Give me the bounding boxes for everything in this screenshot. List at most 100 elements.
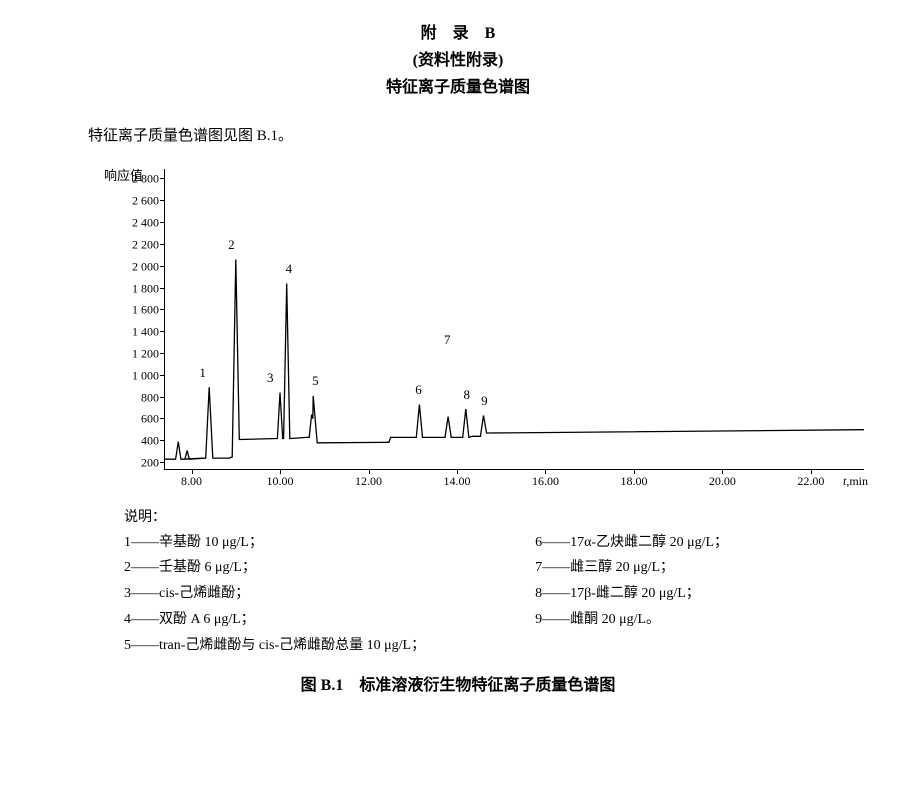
y-tick-label: 2 800: [109, 172, 159, 187]
legend-item-text: 壬基酚 6 μg/L；: [159, 560, 256, 575]
legend-item-sep: ——: [542, 612, 570, 627]
y-tick-mark: [160, 244, 165, 245]
legend-item-sep: ——: [542, 535, 570, 550]
legend-item-sep: ——: [131, 560, 159, 575]
legend-item: 1——辛基酚 10 μg/L；: [124, 530, 425, 556]
legend-item-sep: ——: [131, 638, 159, 653]
y-tick-mark: [160, 266, 165, 267]
figure-intro-text: 特征离子质量色谱图见图 B.1。: [88, 124, 880, 145]
peak-label: 4: [286, 261, 293, 277]
y-tick-label: 1 600: [109, 303, 159, 318]
legend-item-number: 3: [124, 581, 131, 607]
x-tick-label: 12.00: [355, 474, 382, 489]
y-tick-label: 1 800: [109, 281, 159, 296]
y-tick-mark: [160, 397, 165, 398]
peak-label: 8: [463, 387, 470, 403]
y-tick-mark: [160, 178, 165, 179]
legend-item-text: 17β-雌二醇 20 μg/L；: [570, 586, 700, 601]
x-tick-label: 22.00: [797, 474, 824, 489]
legend-left-column: 1——辛基酚 10 μg/L；2——壬基酚 6 μg/L；3——cis-己烯雌酚…: [124, 530, 425, 659]
x-tick-label: 18.00: [620, 474, 647, 489]
peak-label: 9: [481, 393, 488, 409]
y-tick-mark: [160, 288, 165, 289]
y-tick-mark: [160, 462, 165, 463]
y-tick-mark: [160, 200, 165, 201]
legend-item-sep: ——: [131, 586, 159, 601]
legend-item: 7——雌三醇 20 μg/L；: [535, 555, 728, 581]
legend-item-text: tran-己烯雌酚与 cis-己烯雌酚总量 10 μg/L；: [159, 638, 425, 653]
y-tick-label: 1 000: [109, 368, 159, 383]
peak-label: 6: [415, 382, 422, 398]
chromatogram-trace: [165, 169, 864, 469]
x-axis-label: t,min: [843, 474, 868, 489]
y-tick-label: 2 600: [109, 194, 159, 209]
legend-right-column: 6——17α-乙炔雌二醇 20 μg/L；7——雌三醇 20 μg/L；8——1…: [535, 530, 728, 659]
x-axis-unit: ,min: [846, 474, 868, 488]
appendix-header: 附 录 B (资料性附录) 特征离子质量色谱图: [36, 20, 880, 102]
y-tick-label: 400: [109, 434, 159, 449]
chromatogram-chart: 响应值 t,min 2004006008001 0001 2001 4001 6…: [116, 169, 864, 470]
legend-item: 8——17β-雌二醇 20 μg/L；: [535, 581, 728, 607]
y-tick-label: 2 200: [109, 237, 159, 252]
trace-path: [165, 259, 864, 459]
y-tick-mark: [160, 309, 165, 310]
x-tick-mark: [634, 469, 635, 474]
x-tick-label: 14.00: [443, 474, 470, 489]
y-tick-mark: [160, 375, 165, 376]
y-tick-mark: [160, 222, 165, 223]
y-tick-label: 1 200: [109, 347, 159, 362]
x-tick-mark: [280, 469, 281, 474]
legend-item-number: 4: [124, 607, 131, 633]
legend-area: 说明： 1——辛基酚 10 μg/L；2——壬基酚 6 μg/L；3——cis-…: [124, 506, 880, 659]
legend-item: 5——tran-己烯雌酚与 cis-己烯雌酚总量 10 μg/L；: [124, 633, 425, 659]
y-tick-label: 2 400: [109, 216, 159, 231]
peak-label: 1: [199, 365, 206, 381]
legend-item-number: 1: [124, 530, 131, 556]
legend-item-text: 雌酮 20 μg/L。: [570, 612, 660, 627]
x-tick-mark: [369, 469, 370, 474]
legend-item-sep: ——: [542, 560, 570, 575]
x-tick-mark: [192, 469, 193, 474]
legend-item: 9——雌酮 20 μg/L。: [535, 607, 728, 633]
legend-item: 3——cis-己烯雌酚；: [124, 581, 425, 607]
legend-item-sep: ——: [542, 586, 570, 601]
y-tick-label: 1 400: [109, 325, 159, 340]
peak-label: 5: [312, 373, 319, 389]
header-line-3: 特征离子质量色谱图: [36, 74, 880, 101]
chart-plot-area: t,min 2004006008001 0001 2001 4001 6001 …: [164, 169, 864, 470]
legend-item-text: cis-己烯雌酚；: [159, 586, 249, 601]
x-tick-label: 16.00: [532, 474, 559, 489]
legend-item-sep: ——: [131, 535, 159, 550]
legend-columns: 1——辛基酚 10 μg/L；2——壬基酚 6 μg/L；3——cis-己烯雌酚…: [124, 530, 880, 659]
y-tick-label: 200: [109, 456, 159, 471]
x-tick-mark: [457, 469, 458, 474]
figure-caption: 图 B.1 标准溶液衍生物特征离子质量色谱图: [36, 671, 880, 695]
header-line-1: 附 录 B: [36, 20, 880, 47]
legend-item: 4——双酚 A 6 μg/L；: [124, 607, 425, 633]
x-tick-label: 20.00: [709, 474, 736, 489]
peak-label: 7: [444, 332, 451, 348]
y-tick-label: 800: [109, 390, 159, 405]
y-tick-mark: [160, 331, 165, 332]
legend-item-number: 2: [124, 555, 131, 581]
x-tick-mark: [722, 469, 723, 474]
legend-item-number: 5: [124, 633, 131, 659]
x-tick-label: 8.00: [181, 474, 202, 489]
legend-item-text: 17α-乙炔雌二醇 20 μg/L；: [570, 535, 728, 550]
x-tick-label: 10.00: [267, 474, 294, 489]
legend-item-text: 雌三醇 20 μg/L；: [570, 560, 674, 575]
page-root: 附 录 B (资料性附录) 特征离子质量色谱图 特征离子质量色谱图见图 B.1。…: [0, 0, 916, 796]
x-tick-mark: [811, 469, 812, 474]
legend-item: 2——壬基酚 6 μg/L；: [124, 555, 425, 581]
y-tick-label: 600: [109, 412, 159, 427]
header-line-2: (资料性附录): [36, 47, 880, 74]
legend-title: 说明：: [124, 506, 880, 526]
legend-item-text: 双酚 A 6 μg/L；: [159, 612, 255, 627]
peak-label: 2: [228, 237, 235, 253]
x-tick-mark: [545, 469, 546, 474]
legend-item-text: 辛基酚 10 μg/L；: [159, 535, 263, 550]
legend-item-sep: ——: [131, 612, 159, 627]
y-tick-mark: [160, 440, 165, 441]
peak-label: 3: [267, 370, 274, 386]
y-tick-label: 2 000: [109, 259, 159, 274]
